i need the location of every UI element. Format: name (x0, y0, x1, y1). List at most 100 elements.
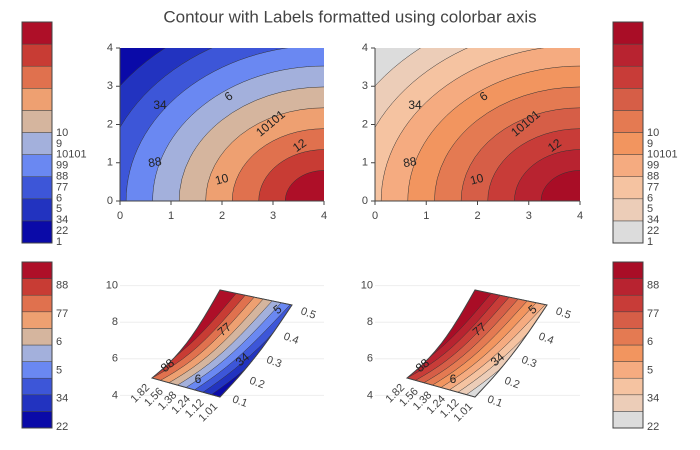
y-tick-label: 10 (361, 280, 373, 292)
contour-label: 6 (450, 372, 457, 386)
colorbar-label: 88 (647, 280, 659, 292)
b-tick-label: 0.1 (486, 393, 504, 410)
colorbar-label: 88 (647, 171, 659, 183)
colorbar-label: 5 (647, 364, 653, 376)
x-tick-label: 3 (270, 210, 276, 222)
colorbar-segment (21, 110, 53, 133)
b-tick-label: 0.5 (554, 305, 572, 322)
x-tick-label: 1 (423, 210, 429, 222)
colorbar-segment (21, 394, 53, 412)
y-tick-label: 4 (107, 42, 113, 54)
carpet-outline (405, 289, 548, 398)
contour-label: 10 (469, 171, 486, 188)
colorbar-segment (612, 220, 644, 244)
colorbar-segment (21, 344, 53, 362)
y-tick-label: 8 (367, 316, 373, 328)
colorbar-label: 99 (56, 160, 68, 172)
colorbar-segment (21, 377, 53, 396)
colorbar-segment (21, 88, 53, 111)
colorbar-label: 10 (56, 127, 68, 139)
colorbar-label: 6 (56, 192, 62, 204)
colorbar-label: 34 (647, 214, 659, 226)
y-tick-label: 2 (362, 118, 368, 130)
colorbar-label: 9 (56, 138, 62, 150)
colorbar-segment (612, 154, 644, 177)
colorbar-segment (21, 411, 53, 429)
b-tick-label: 0.1 (231, 393, 249, 410)
colorbar-segment (21, 43, 53, 67)
x-tick-label: 4 (321, 210, 327, 222)
colorbar-segment (21, 220, 53, 244)
y-tick-label: 6 (112, 353, 118, 365)
y-tick-label: 1 (107, 157, 113, 169)
colorbar-label: 9 (647, 138, 653, 150)
colorbar-label: 22 (647, 421, 659, 433)
b-tick-label: 0.2 (248, 375, 266, 392)
colorbar-label: 10101 (647, 149, 678, 161)
contour-field (120, 48, 324, 201)
contour-label: 88 (402, 154, 418, 170)
colorbar-label: 77 (647, 181, 659, 193)
colorbar-label: 6 (56, 336, 62, 348)
b-tick-label: 0.4 (537, 331, 555, 348)
colorbar-label: 10 (647, 127, 659, 139)
y-tick-label: 1 (362, 157, 368, 169)
colorbar-segment (21, 278, 53, 296)
colorbar-label: 22 (56, 421, 68, 433)
colorbar-segment (612, 21, 644, 45)
colorbar-label: 22 (56, 225, 68, 237)
colorbar-segment (612, 311, 644, 329)
y-tick-label: 4 (112, 389, 118, 401)
colorbar-segment (612, 328, 644, 346)
colorbar-segment (612, 361, 644, 379)
colorbar-segment (21, 294, 53, 313)
x-tick-label: 2 (219, 210, 225, 222)
colorbar-segment (612, 344, 644, 362)
colorbar-segment (21, 21, 53, 45)
y-tick-label: 2 (107, 118, 113, 130)
x-tick-label: 4 (577, 210, 583, 222)
y-tick-label: 6 (367, 353, 373, 365)
colorbar-segment (21, 132, 53, 155)
x-tick-label: 1 (168, 210, 174, 222)
x-tick-label: 3 (526, 210, 532, 222)
y-tick-label: 4 (367, 389, 373, 401)
colorbar-label: 88 (56, 171, 68, 183)
colorbar-label: 1 (647, 236, 653, 248)
colorbar-segment (21, 198, 53, 222)
colorbar-frame (21, 21, 53, 244)
colorbar-segment (612, 65, 644, 89)
carpet-outline (150, 289, 293, 398)
colorbar-label: 22 (647, 225, 659, 237)
colorbar-segment (21, 261, 53, 279)
colorbar-segment (612, 377, 644, 396)
colorbar-segment (612, 394, 644, 412)
colorbar-label: 77 (647, 308, 659, 320)
colorbar-segment (612, 132, 644, 155)
colorbar-label: 10101 (56, 149, 87, 161)
y-tick-label: 8 (112, 316, 118, 328)
colorbar-label: 34 (56, 393, 68, 405)
colorbar-segment (612, 88, 644, 111)
contour-field (375, 48, 580, 201)
y-tick-label: 3 (362, 80, 368, 92)
colorbar-segment (612, 43, 644, 67)
colorbar-frame (612, 261, 644, 429)
colorbar-segment (21, 154, 53, 177)
x-tick-label: 0 (117, 210, 123, 222)
colorbar-segment (21, 361, 53, 379)
contour-band (285, 170, 324, 201)
colorbar-segment (612, 110, 644, 133)
colorbar-segment (612, 411, 644, 429)
x-tick-label: 2 (474, 210, 480, 222)
b-tick-label: 0.2 (503, 375, 521, 392)
colorbar-label: 6 (647, 336, 653, 348)
b-tick-label: 0.3 (265, 354, 283, 371)
colorbar-label: 77 (56, 181, 68, 193)
b-tick-label: 0.3 (520, 354, 538, 371)
colorbar-segment (612, 261, 644, 279)
contour-label: 10 (214, 171, 231, 188)
y-tick-label: 0 (362, 195, 368, 207)
colorbar-label: 88 (56, 280, 68, 292)
colorbar-segment (612, 294, 644, 313)
